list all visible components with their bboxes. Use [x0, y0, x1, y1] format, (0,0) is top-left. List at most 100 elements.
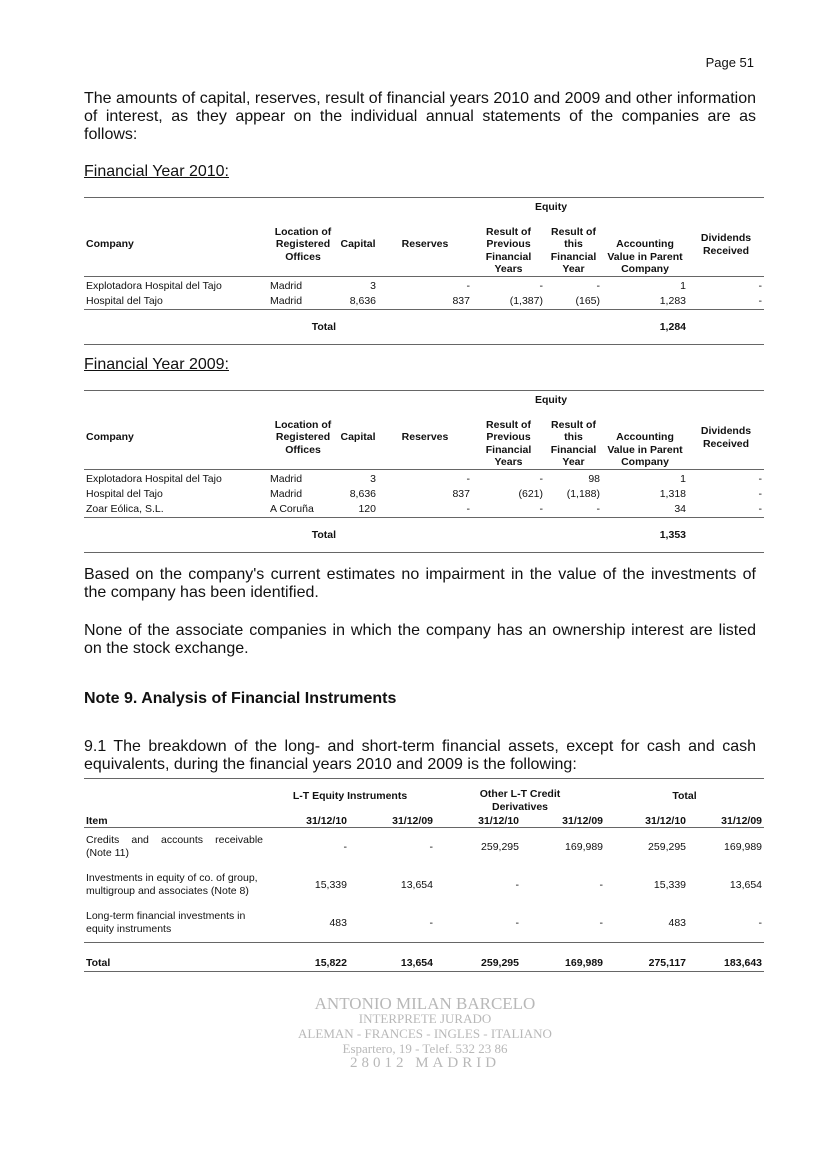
table-cell: Hospital del Tajo: [86, 488, 163, 500]
table-cell: (621): [518, 488, 543, 500]
group-header-row: L-T Equity Instruments Other L-T Credit D…: [84, 778, 765, 814]
spacer: [338, 517, 602, 552]
table-cell: Madrid: [270, 488, 303, 500]
equity-group-header: Equity: [534, 201, 568, 213]
header-row: Company Location of Registered Offices Cap…: [84, 214, 764, 276]
stamp-line: 28012 MADRID: [349, 1055, 501, 1071]
table-cell: Madrid: [270, 295, 303, 307]
spacer: [688, 309, 764, 344]
table-cell: Zoar Eólica, S.L.: [86, 503, 164, 515]
table-cell: 259,295: [648, 841, 687, 853]
column-header: Reserves: [401, 431, 449, 444]
column-header: Result of this Financial Year: [550, 225, 597, 276]
table-cell: 13,654: [729, 879, 763, 891]
table-cell: (1,188): [566, 488, 600, 500]
group-header: L-T Equity Instruments: [292, 789, 408, 802]
table-cell: -: [539, 280, 544, 292]
stamp-line: ANTONIO MILAN BARCELO: [314, 994, 536, 1013]
table-row: Credits and accounts receivable (Note 11…: [84, 828, 764, 867]
table-cell: -: [429, 841, 434, 853]
total-label: Total: [311, 320, 336, 333]
table-cell: 98: [588, 473, 600, 485]
total-value: 15,822: [314, 957, 347, 969]
table-cell: 483: [329, 917, 347, 929]
total-value: 13,654: [400, 957, 433, 969]
table-row: Explotadora Hospital del Tajo Madrid 3 - - - 1…: [84, 276, 764, 294]
note9-heading: Note 9. Analysis of Financial Instrument…: [84, 690, 397, 707]
table-cell: -: [466, 473, 471, 485]
table-cell: -: [599, 917, 604, 929]
column-header: Location of Registered Offices: [274, 225, 332, 263]
column-header: Capital: [340, 431, 376, 444]
table-cell: -: [466, 503, 471, 515]
header-spacer: [84, 198, 338, 214]
table-cell: (1,387): [509, 295, 543, 307]
total-row: Total 1,284: [84, 309, 764, 344]
table-cell: 483: [668, 917, 687, 929]
column-header: Dividends Received: [700, 425, 752, 450]
fy2009-heading: Financial Year 2009:: [84, 356, 229, 373]
item-label: Credits and accounts receivable (Note 11…: [86, 834, 263, 859]
table-cell: 3: [370, 280, 376, 292]
table-row: Hospital del Tajo Madrid 8,636 837 (621) (1,1…: [84, 487, 764, 502]
spacer: [338, 309, 602, 344]
date-header-row: Item 31/12/10 31/12/09 31/12/10 31/12/09 31/1…: [84, 813, 765, 828]
table-cell: 837: [452, 295, 470, 307]
table-cell: 3: [370, 473, 376, 485]
table-cell: -: [758, 295, 763, 307]
item-label: Long-term financial investments in equit…: [86, 910, 246, 935]
table-row: Zoar Eólica, S.L. A Coruña 120 - - - 34 -: [84, 502, 764, 517]
total-value: 275,117: [648, 957, 687, 969]
total-value: 183,643: [724, 957, 763, 969]
table-cell: (165): [575, 295, 600, 307]
table-row: Investments in equity of co. of group, m…: [84, 866, 764, 904]
header-spacer: [84, 391, 338, 407]
table-cell: -: [758, 280, 763, 292]
financial-table: L-T Equity Instruments Other L-T Credit D…: [84, 778, 765, 972]
table-cell: 1,318: [659, 488, 686, 500]
date-header: 31/12/10: [306, 814, 347, 827]
total-value: 169,989: [565, 957, 604, 969]
header-row: Equity: [84, 390, 764, 407]
total-value: 1,353: [659, 528, 686, 541]
table-cell: -: [596, 280, 601, 292]
total-label: Total: [86, 957, 111, 969]
listed-paragraph: None of the associate companies in which…: [84, 622, 756, 657]
table-cell: -: [539, 503, 544, 515]
fy2010-heading: Financial Year 2010:: [84, 163, 229, 180]
fy2009-table: Equity Company Location of Registered Offi…: [84, 390, 764, 553]
table-cell: -: [343, 841, 348, 853]
table-cell: 1: [680, 473, 686, 485]
item-header: Item: [86, 814, 108, 827]
table-cell: 8,636: [349, 295, 376, 307]
header-row: Company Location of Registered Offices Cap…: [84, 407, 764, 469]
table-cell: 13,654: [400, 879, 433, 891]
table-cell: -: [515, 917, 520, 929]
table-cell: -: [429, 917, 434, 929]
column-header: Company: [86, 431, 134, 444]
financial-assets-table: L-T Equity Instruments Other L-T Credit D…: [84, 778, 765, 972]
column-header: Reserves: [401, 238, 449, 251]
impairment-paragraph: Based on the company's current estimates…: [84, 566, 756, 601]
spacer: [688, 517, 764, 552]
table-cell: -: [758, 488, 763, 500]
table-cell: 15,339: [653, 879, 687, 891]
table-cell: Madrid: [270, 280, 303, 292]
column-header: Result of this Financial Year: [550, 418, 597, 469]
table-cell: Madrid: [270, 473, 303, 485]
note9-paragraph: 9.1 The breakdown of the long- and short…: [84, 738, 756, 773]
group-header: Total: [672, 789, 697, 802]
equity-group-header: Equity: [534, 394, 568, 406]
column-header: Result of Previous Financial Years: [485, 418, 532, 469]
table-row: Explotadora Hospital del Tajo Madrid 3 - - 98…: [84, 469, 764, 487]
table-cell: -: [515, 879, 520, 891]
table-cell: Explotadora Hospital del Tajo: [86, 280, 222, 292]
table-cell: Hospital del Tajo: [86, 295, 163, 307]
table-cell: 1: [680, 280, 686, 292]
translator-stamp: ANTONIO MILAN BARCELO INTERPRETE JURADO AL…: [250, 994, 600, 1071]
table-cell: -: [758, 503, 763, 515]
table-cell: -: [466, 280, 471, 292]
table-cell: -: [758, 917, 763, 929]
table-cell: -: [758, 473, 763, 485]
page-number: Page 51: [705, 55, 754, 70]
